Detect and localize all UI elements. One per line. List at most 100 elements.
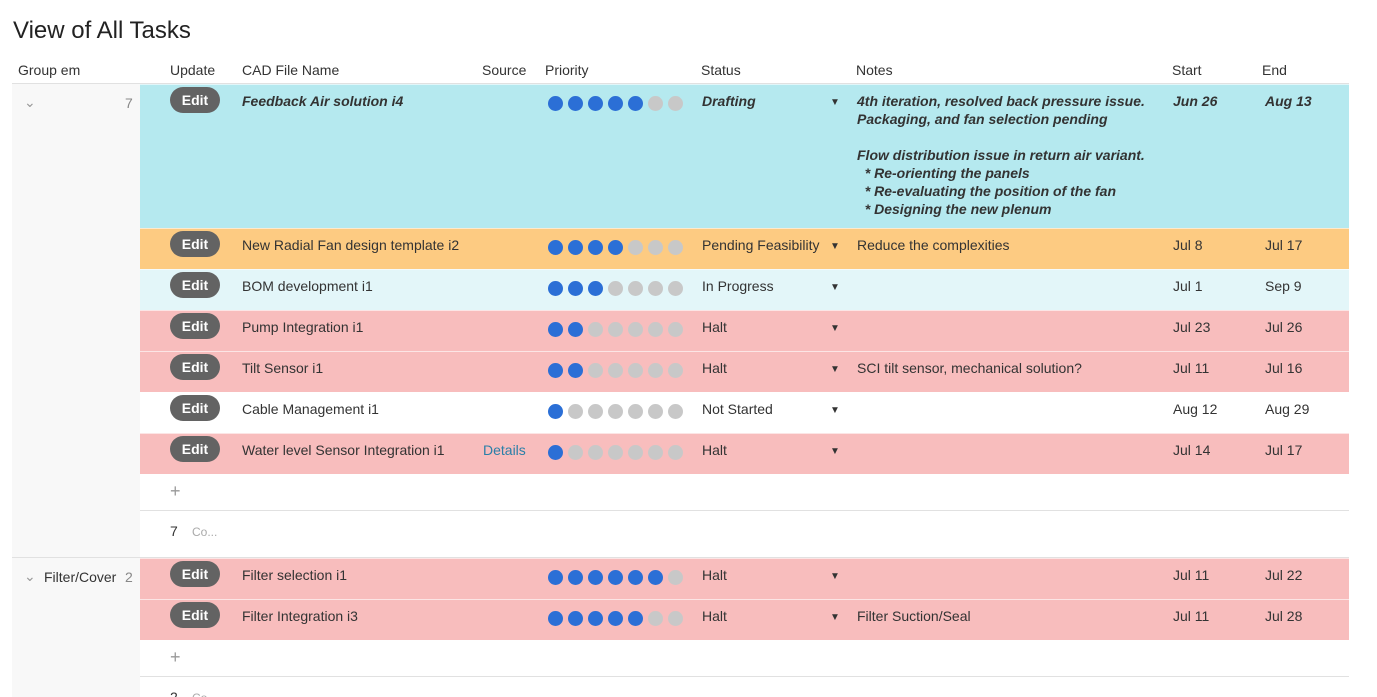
column-header[interactable]: Notes (856, 62, 893, 78)
end-date: Jul 17 (1265, 442, 1303, 458)
status: Halt (702, 567, 727, 583)
start-date: Jul 8 (1173, 237, 1203, 253)
status-dropdown[interactable]: ▼ (830, 241, 840, 252)
priority-rating (548, 240, 688, 256)
footer-divider (140, 510, 1349, 511)
priority-dot (668, 445, 683, 460)
edit-button[interactable]: Edit (170, 436, 220, 462)
priority-dot (548, 363, 563, 378)
status-dropdown[interactable]: ▼ (830, 446, 840, 457)
start-date: Jul 11 (1173, 360, 1210, 376)
priority-dot (628, 445, 643, 460)
column-header[interactable]: End (1262, 62, 1287, 78)
priority-dot (628, 281, 643, 296)
cad-file-name: Filter selection i1 (242, 567, 348, 583)
priority-dot (548, 611, 563, 626)
priority-dot (568, 322, 583, 337)
end-date: Jul 26 (1265, 319, 1303, 335)
task-row (140, 599, 1349, 640)
edit-button[interactable]: Edit (170, 395, 220, 421)
end-date: Jul 28 (1265, 608, 1303, 624)
priority-dot (548, 240, 563, 255)
priority-dot (588, 240, 603, 255)
priority-dot (668, 240, 683, 255)
priority-dot (548, 404, 563, 419)
end-date: Jul 16 (1265, 360, 1303, 376)
start-date: Jul 14 (1173, 442, 1211, 458)
priority-dot (648, 281, 663, 296)
priority-dot (648, 445, 663, 460)
priority-rating (548, 96, 688, 112)
notes-line: Filter Suction/Seal (857, 608, 971, 624)
footer-count: 2 (170, 689, 178, 697)
column-header[interactable]: Priority (545, 62, 589, 78)
status: Drafting (702, 93, 756, 109)
priority-rating (548, 445, 688, 461)
view-title: View of All Tasks (13, 17, 191, 44)
edit-button[interactable]: Edit (170, 272, 220, 298)
status: Halt (702, 360, 727, 376)
source-link[interactable]: Details (483, 442, 526, 458)
priority-dot (608, 445, 623, 460)
priority-dot (568, 240, 583, 255)
priority-dot (608, 240, 623, 255)
status: Halt (702, 608, 727, 624)
start-date: Jul 11 (1173, 608, 1210, 624)
column-header[interactable]: Status (701, 62, 741, 78)
column-header[interactable]: Source (482, 62, 527, 78)
column-header[interactable]: Start (1172, 62, 1202, 78)
notes-line: Flow distribution issue in return air va… (857, 147, 1145, 163)
priority-dot (588, 96, 603, 111)
priority-dot (668, 611, 683, 626)
status-dropdown[interactable]: ▼ (830, 364, 840, 375)
end-date: Aug 13 (1265, 93, 1312, 109)
group-column (12, 558, 140, 697)
group-count: 2 (125, 569, 133, 585)
edit-button[interactable]: Edit (170, 354, 220, 380)
priority-dot (628, 570, 643, 585)
priority-dot (648, 240, 663, 255)
task-row (140, 228, 1349, 269)
priority-rating (548, 570, 688, 586)
status-dropdown[interactable]: ▼ (830, 612, 840, 623)
task-row (140, 558, 1349, 599)
priority-dot (668, 363, 683, 378)
cad-file-name: Water level Sensor Integration i1 (242, 442, 445, 458)
status: Not Started (702, 401, 773, 417)
priority-dot (608, 322, 623, 337)
priority-dot (568, 404, 583, 419)
collapse-chevron[interactable]: ⌄ (24, 94, 36, 110)
notes-line: 4th iteration, resolved back pressure is… (857, 93, 1145, 109)
task-row (140, 310, 1349, 351)
column-header[interactable]: CAD File Name (242, 62, 340, 78)
add-row[interactable]: + (170, 647, 181, 667)
column-header[interactable]: Update (170, 62, 216, 78)
notes-line: * Re-orienting the panels (857, 165, 1030, 181)
task-row (140, 269, 1349, 310)
task-row (140, 351, 1349, 392)
collapse-chevron[interactable]: ⌄ (24, 568, 36, 584)
cad-file-name: Pump Integration i1 (242, 319, 364, 335)
add-row[interactable]: + (170, 481, 181, 501)
status-dropdown[interactable]: ▼ (830, 323, 840, 334)
priority-dot (608, 96, 623, 111)
priority-dot (648, 611, 663, 626)
status-dropdown[interactable]: ▼ (830, 282, 840, 293)
group-column (12, 84, 140, 557)
status-dropdown[interactable]: ▼ (830, 405, 840, 416)
cad-file-name: New Radial Fan design template i2 (242, 237, 460, 253)
footer-count: 7 (170, 523, 178, 539)
start-date: Jul 11 (1173, 567, 1210, 583)
edit-button[interactable]: Edit (170, 602, 220, 628)
priority-dot (568, 281, 583, 296)
edit-button[interactable]: Edit (170, 561, 220, 587)
edit-button[interactable]: Edit (170, 231, 220, 257)
group-divider (12, 557, 1349, 558)
column-header[interactable]: Group em (18, 62, 81, 78)
header-divider (12, 83, 1349, 84)
edit-button[interactable]: Edit (170, 313, 220, 339)
footer-divider (140, 676, 1349, 677)
status-dropdown[interactable]: ▼ (830, 97, 840, 108)
status-dropdown[interactable]: ▼ (830, 571, 840, 582)
edit-button[interactable]: Edit (170, 87, 220, 113)
